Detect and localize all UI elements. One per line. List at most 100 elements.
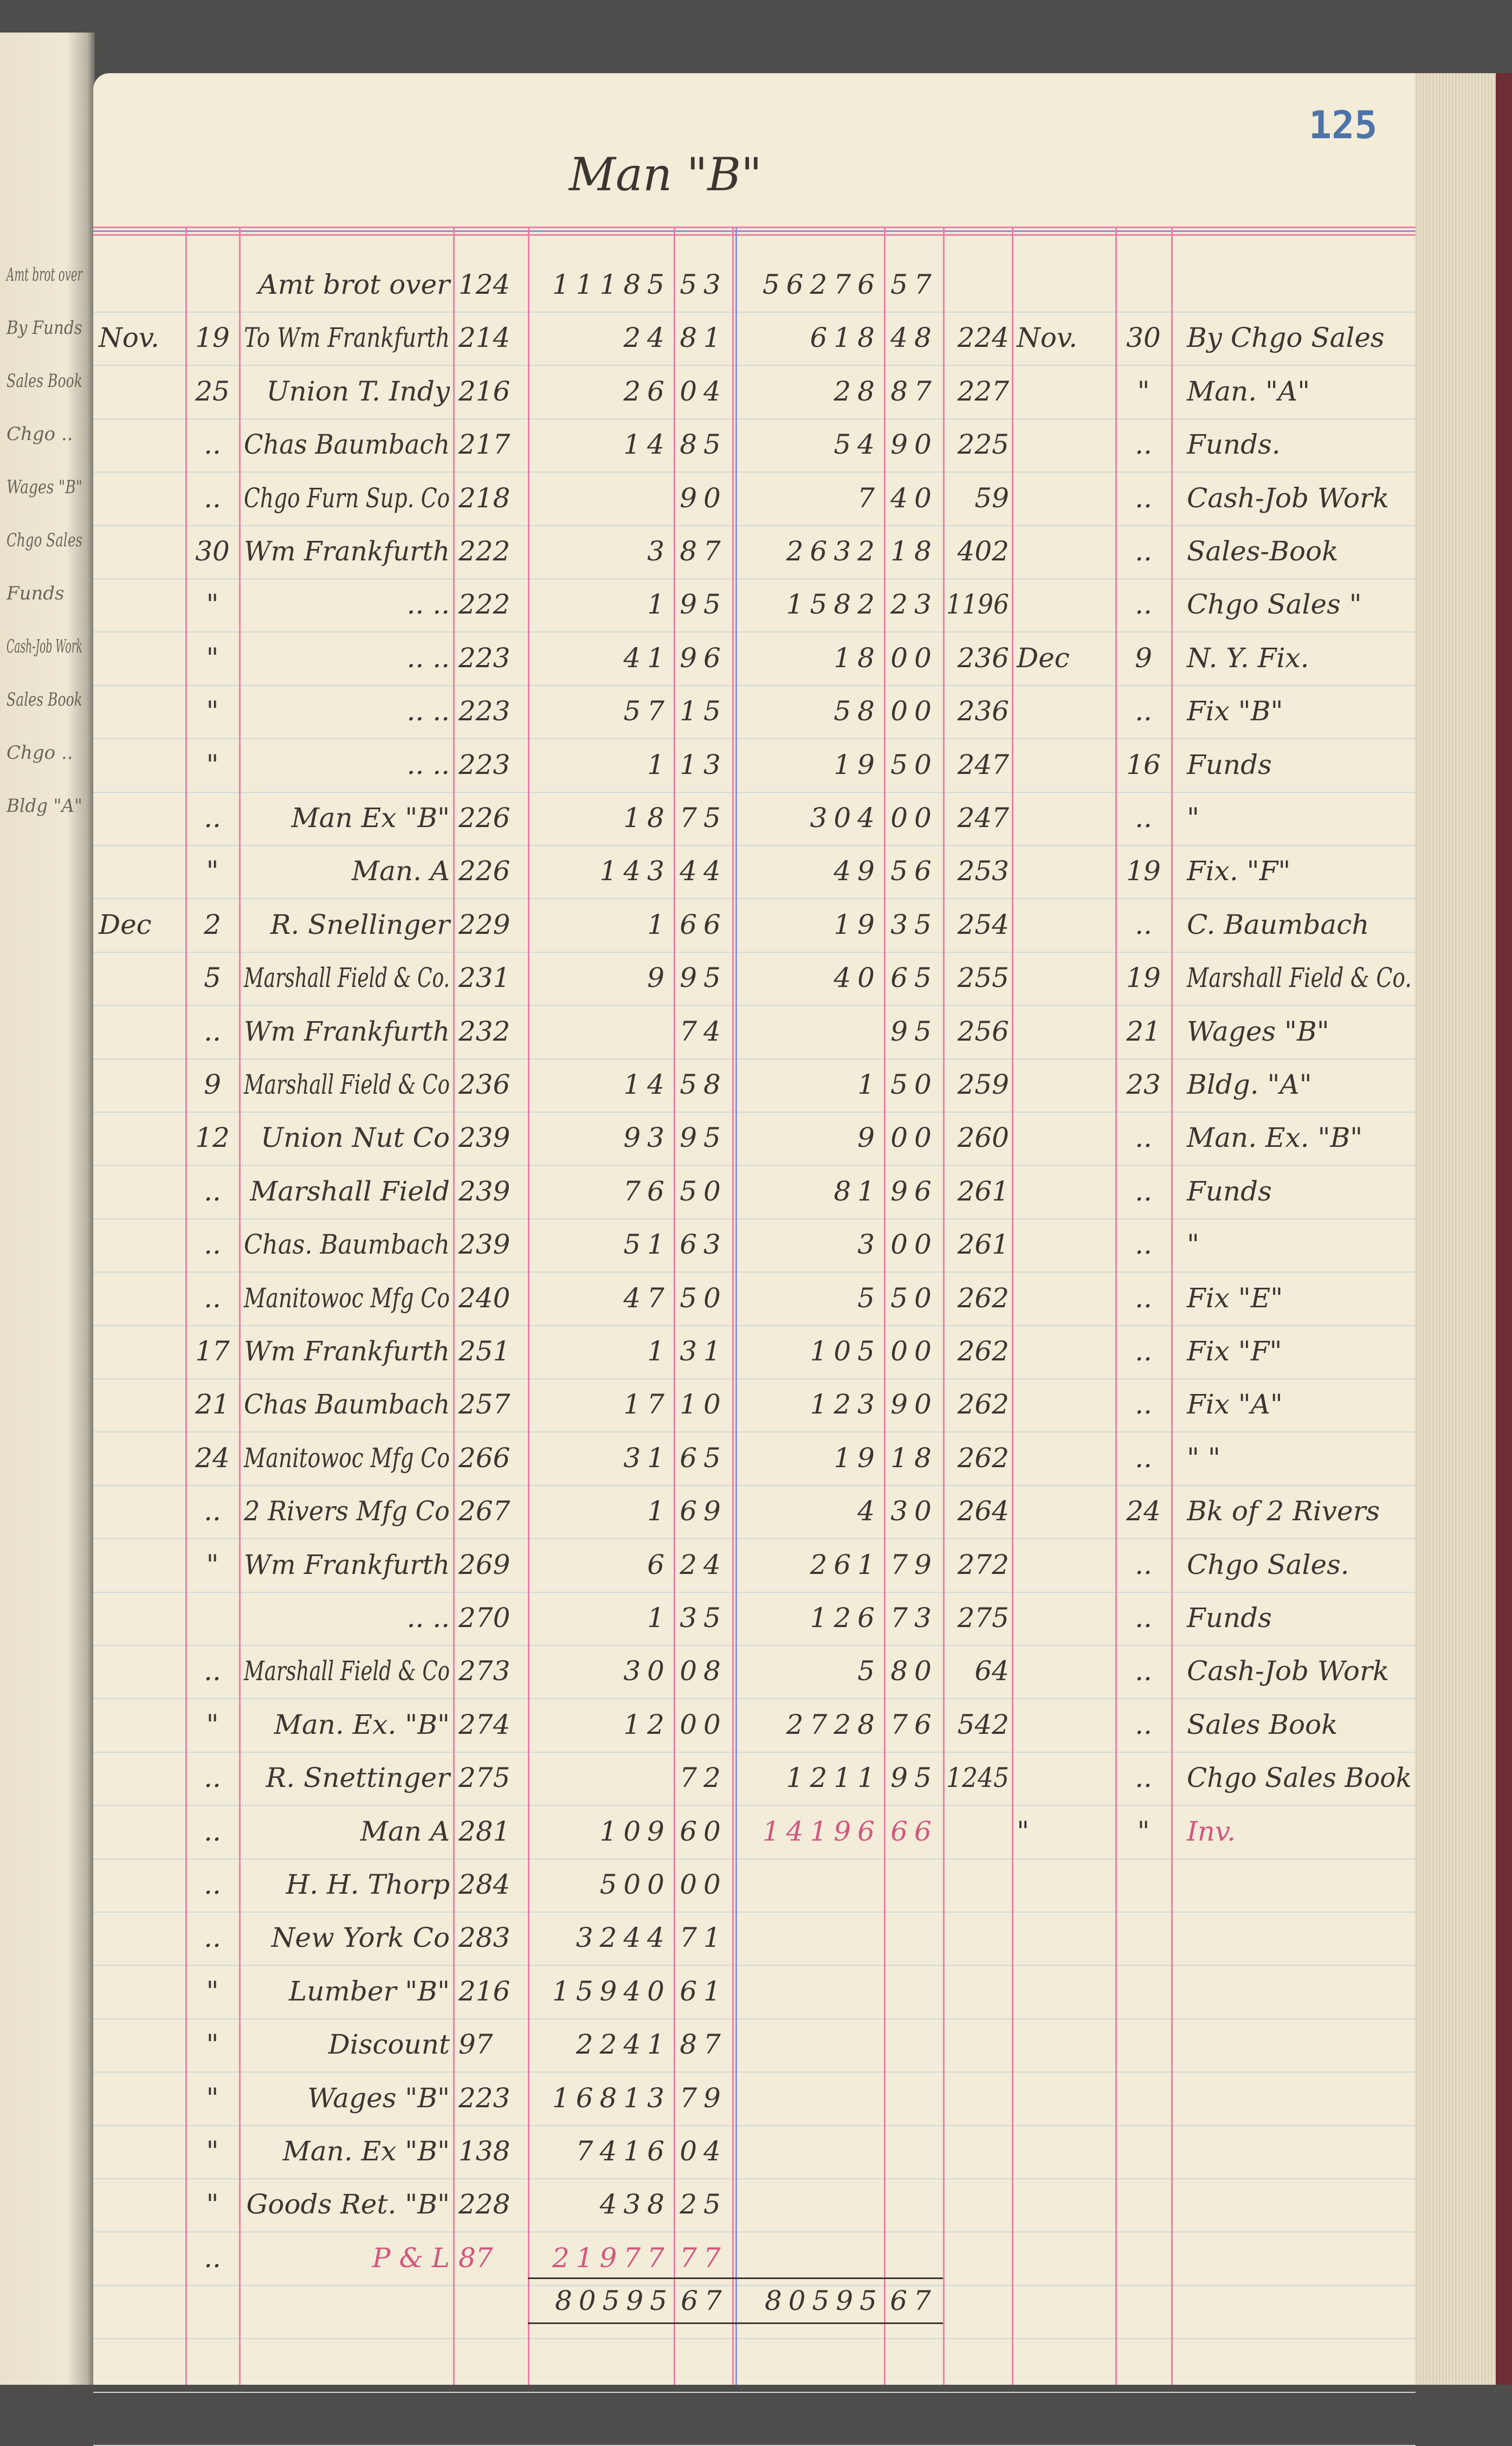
cell-a2c: 56 (890, 855, 938, 887)
cell-desc: Marshall Field & Co (244, 1069, 450, 1100)
previous-page-text: By Funds (7, 317, 82, 339)
ruled-line (93, 1751, 1416, 1753)
cell-a1d: 57 (623, 695, 671, 727)
cell-desc2: Funds (1187, 1175, 1272, 1207)
cell-folio: 257 (458, 1389, 511, 1421)
cell-a1c: 85 (680, 429, 727, 461)
cell-desc2: Fix "B" (1187, 695, 1283, 727)
cell-a1c: 69 (680, 1495, 727, 1527)
cell-a1c: 13 (680, 748, 727, 780)
cell-a2d: 19 (833, 1442, 881, 1474)
total-debit-cents: 67 (681, 2285, 728, 2316)
cell-a1c: 90 (680, 482, 727, 514)
cell-a2c: 96 (890, 1175, 938, 1207)
cell-desc2: Fix "E" (1187, 1282, 1283, 1314)
column-rule (528, 228, 529, 2385)
cell-folio: 283 (458, 1922, 511, 1954)
cell-day2: .. (1135, 1175, 1152, 1207)
cell-day: 19 (195, 322, 230, 354)
ruled-line (93, 1431, 1416, 1433)
cell-desc: .. .. (406, 642, 450, 674)
cell-a2c: 23 (890, 589, 938, 621)
cell-day: " (206, 855, 219, 887)
cell-day: 30 (195, 535, 230, 567)
ruled-line (93, 1058, 1416, 1060)
cell-a2c: 00 (890, 642, 938, 674)
cell-a2c: 90 (890, 429, 938, 461)
cell-desc2: Cash-Job Work (1187, 1655, 1390, 1687)
cell-a1c: 61 (680, 1975, 727, 2007)
cell-a1d: 9 (647, 962, 671, 994)
cell-folio: 223 (458, 695, 511, 727)
cell-day2: .. (1135, 589, 1152, 621)
cell-day2: 16 (1126, 748, 1161, 780)
ruled-line (93, 2284, 1416, 2286)
cell-a1c: 53 (680, 269, 727, 300)
ruled-line (93, 1912, 1416, 1913)
column-rule (1171, 228, 1173, 2385)
cell-day2: 21 (1126, 1015, 1161, 1047)
cell-day: 9 (204, 1069, 221, 1100)
cell-a1d: 15940 (552, 1975, 671, 2007)
cell-desc2: Sales-Book (1187, 535, 1339, 567)
ruled-line (93, 1858, 1416, 1860)
cell-folio2: 256 (957, 1015, 1009, 1047)
cell-a2c: 79 (890, 1548, 938, 1580)
cell-day2: .. (1135, 1602, 1152, 1634)
cell-folio: 273 (458, 1655, 511, 1687)
ledger-page (93, 73, 1416, 2385)
cell-folio: 281 (458, 1815, 511, 1847)
cell-a2c: 87 (890, 375, 938, 407)
cell-day2: .. (1135, 1389, 1152, 1421)
cell-folio2: 227 (957, 375, 1009, 407)
cell-day: " (206, 1975, 219, 2007)
cell-a2d: 2632 (786, 535, 881, 567)
cell-a1c: 24 (680, 1548, 727, 1580)
cell-a1c: 04 (680, 375, 727, 407)
cell-desc: Chas Baumbach (244, 1389, 450, 1421)
cell-a2c: 00 (890, 695, 938, 727)
cell-desc: Goods Ret. "B" (246, 2189, 450, 2221)
cell-day: " (206, 2082, 219, 2114)
cell-a1d: 143 (599, 855, 671, 887)
ruled-line (93, 1591, 1416, 1593)
cell-day2: .. (1135, 1335, 1152, 1367)
column-rule-blue (735, 228, 737, 2385)
cell-a2d: 1582 (786, 589, 881, 621)
cell-desc: Union Nut Co (261, 1122, 450, 1154)
cell-folio: 229 (458, 908, 511, 940)
cell-desc: 2 Rivers Mfg Co (244, 1495, 450, 1527)
previous-page-text: Chgo Sales (7, 530, 83, 551)
cell-month2: " (1017, 1815, 1029, 1847)
cell-a2d: 58 (833, 695, 881, 727)
cell-a1c: 87 (680, 535, 727, 567)
cell-desc2: " (1187, 1229, 1199, 1261)
cell-desc: Marshall Field & Co. (244, 962, 450, 994)
ruled-line (93, 1805, 1416, 1806)
cell-folio: 240 (458, 1282, 511, 1314)
cell-desc: .. .. (406, 1602, 450, 1634)
ruled-line (93, 1645, 1416, 1646)
cell-a1c: 15 (680, 695, 727, 727)
cell-month2: Dec (1017, 642, 1070, 674)
cell-desc: Marshall Field & Co (244, 1655, 450, 1687)
cell-a2d: 618 (810, 322, 881, 354)
cell-desc: R. Snettinger (266, 1762, 450, 1794)
cell-a1d: 1 (647, 1495, 671, 1527)
cell-desc2: Fix "F" (1187, 1335, 1282, 1367)
cell-folio: 138 (458, 2135, 511, 2167)
cell-day: .. (204, 802, 221, 834)
cell-a2c: 95 (890, 1015, 938, 1047)
cell-desc: Chas. Baumbach (244, 1229, 450, 1261)
ruled-line (93, 685, 1416, 686)
cell-a2d: 14196 (762, 1815, 881, 1847)
cell-day2: .. (1135, 1442, 1152, 1474)
cell-desc: Wm Frankfurth (244, 535, 450, 567)
cell-a1d: 2241 (576, 2029, 671, 2061)
cell-a1d: 18 (623, 802, 671, 834)
cell-day2: .. (1135, 535, 1152, 567)
cell-day: " (206, 1548, 219, 1580)
cell-folio2: 264 (957, 1495, 1009, 1527)
cell-folio: 239 (458, 1175, 511, 1207)
cell-a1c: 71 (680, 1922, 727, 1954)
